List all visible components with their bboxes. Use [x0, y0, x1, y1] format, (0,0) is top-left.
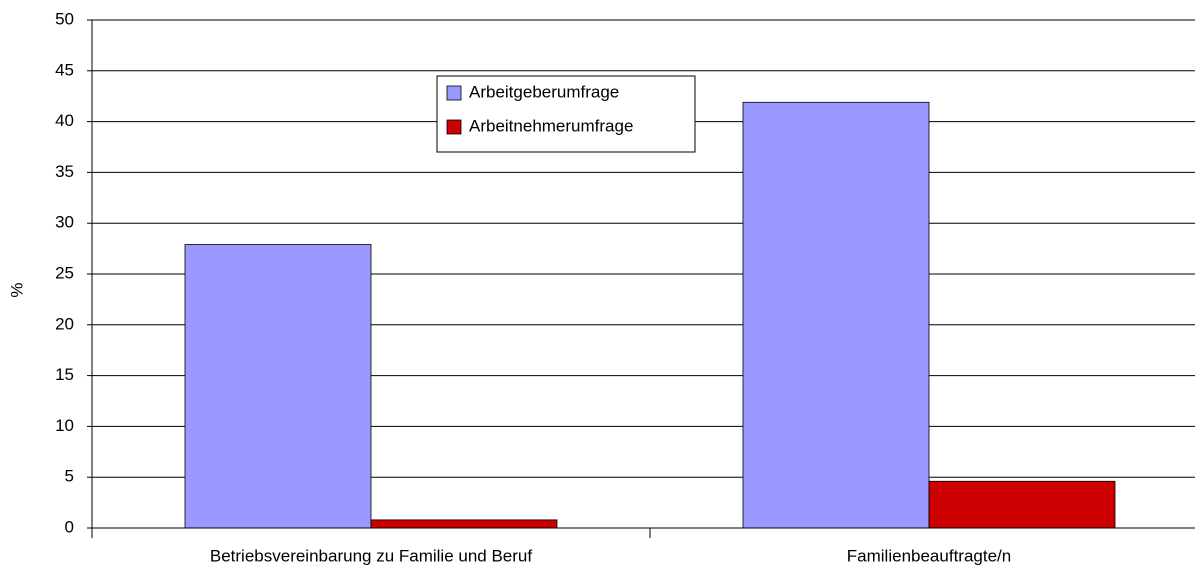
y-tick-label: 15 [55, 365, 74, 384]
y-axis-label: % [7, 282, 26, 297]
y-tick-label: 35 [55, 162, 74, 181]
x-tick-label: Familienbeauftragte/n [847, 546, 1011, 565]
bar [928, 480, 1116, 529]
y-tick-label: 45 [55, 60, 74, 79]
y-tick-label: 5 [65, 467, 74, 486]
legend-swatch [446, 85, 462, 101]
x-tick-label: Betriebsvereinbarung zu Familie und Beru… [210, 546, 533, 565]
y-tick-label: 10 [55, 416, 74, 435]
legend-swatch [446, 119, 462, 135]
y-tick-label: 25 [55, 263, 74, 282]
bar [742, 101, 930, 529]
y-tick-label: 30 [55, 213, 74, 232]
y-tick-label: 40 [55, 111, 74, 130]
legend-label: Arbeitnehmerumfrage [469, 116, 633, 135]
bar [184, 244, 372, 529]
legend-box [436, 75, 696, 153]
y-tick-label: 20 [55, 314, 74, 333]
y-tick-label: 50 [55, 9, 74, 28]
legend-label: Arbeitgeberumfrage [469, 82, 619, 101]
y-tick-label: 0 [65, 517, 74, 536]
bar [370, 519, 558, 529]
